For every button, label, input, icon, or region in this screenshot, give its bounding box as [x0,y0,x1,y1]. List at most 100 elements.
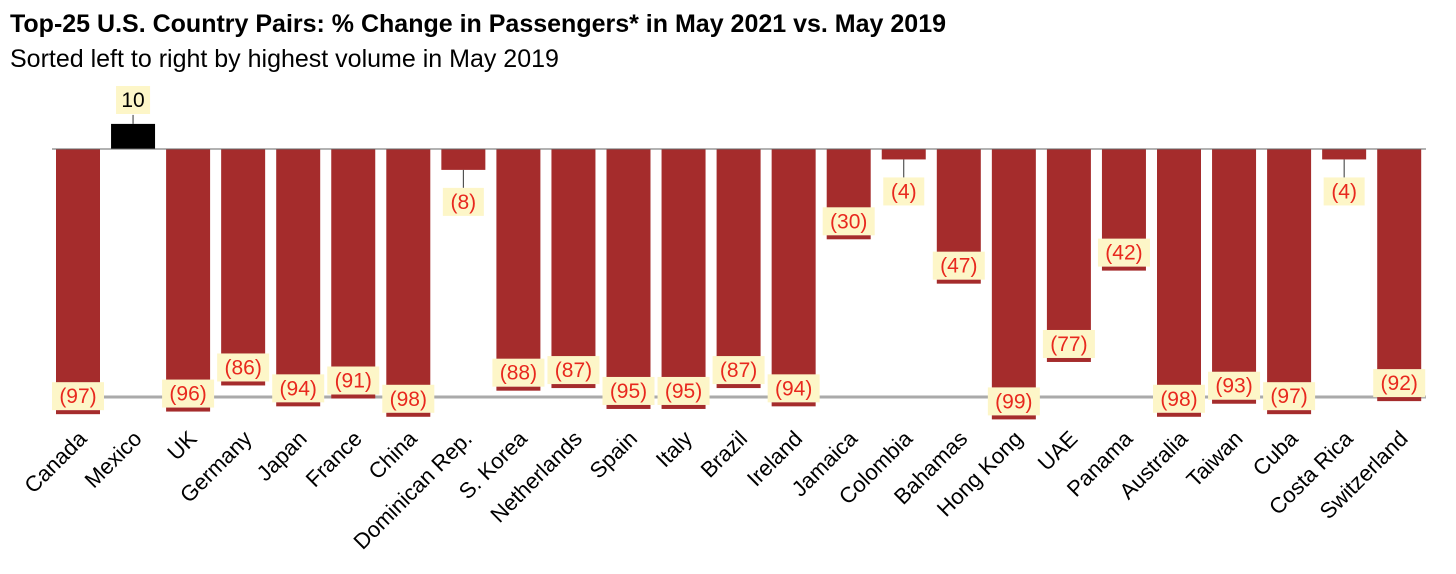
data-label: (30) [830,210,867,233]
data-label: (94) [775,377,812,400]
bar-end-brazil [716,384,761,389]
data-label: (97) [59,385,96,408]
data-label-bg [767,374,820,403]
data-label-bg [1263,382,1316,411]
bar-uk [166,149,211,400]
data-label: (98) [1160,388,1197,411]
bar-end-bahamas [936,279,981,284]
bar-uae [1046,149,1091,350]
bar-end-panama [1101,266,1146,271]
data-label-bg [1323,177,1365,206]
data-label-bg [1042,329,1095,358]
bar-hong-kong [991,149,1036,408]
data-label-bg [657,376,710,405]
category-label: Taiwan [1181,426,1247,492]
data-label: (87) [555,359,592,382]
data-label-bg [52,382,104,411]
data-label: (87) [720,359,757,382]
bar-end-netherlands [551,384,596,389]
data-label: (42) [1105,242,1142,265]
bar-brazil [716,149,761,377]
bar-netherlands [551,149,596,377]
bar-germany [221,149,266,374]
data-label-bg [1097,238,1150,267]
bar-end-uk [166,407,211,412]
bar-end-hong-kong [991,415,1036,420]
data-label: (88) [500,362,537,385]
data-label: (96) [169,383,206,406]
bar-end-italy [661,404,706,409]
bar-canada [56,149,100,403]
bar-s-korea [496,149,541,379]
category-label: UK [162,426,202,466]
bar-costa-rica [1322,149,1367,160]
category-label: UAE [1033,426,1083,476]
bar-taiwan [1212,149,1257,392]
data-label: 10 [121,89,144,112]
bar-switzerland [1377,149,1422,390]
data-label: (93) [1215,375,1252,398]
data-label: (86) [224,356,261,379]
bar-end-japan [276,402,321,407]
data-label: (91) [335,370,372,393]
data-label: (8) [451,191,477,214]
data-label: (98) [390,388,427,411]
bar-end-s-korea [496,386,541,391]
bar-end-taiwan [1212,399,1257,404]
data-label: (95) [665,380,702,403]
data-label: (77) [1050,333,1087,356]
category-label: France [301,426,367,492]
bar-end-germany [221,381,266,386]
data-label: (95) [610,380,647,403]
bar-end-jamaica [826,235,871,240]
data-label-bg [712,356,765,385]
category-label: Italy [651,426,697,472]
data-label: (4) [891,180,917,203]
data-label-bg [932,251,985,280]
data-label: (4) [1331,180,1357,203]
bar-japan [276,149,321,395]
chart-subtitle: Sorted left to right by highest volume i… [10,45,559,73]
bar-end-ireland [771,402,816,407]
data-label-bg [327,366,380,395]
bar-italy [661,149,706,397]
category-label: Canada [19,425,92,498]
data-label-bg [272,374,325,403]
bar-colombia [881,149,926,160]
data-label-bg [883,177,925,206]
category-label: Spain [585,426,642,483]
bar-end-spain [606,404,651,409]
bar-end-switzerland [1377,397,1422,402]
data-label: (92) [1381,372,1418,395]
bar-australia [1157,149,1201,405]
bar-end-canada [56,410,100,415]
data-label: (94) [280,377,317,400]
data-label-bg [492,358,545,387]
data-label-bg [1153,384,1205,413]
bar-end-australia [1157,412,1201,417]
data-label: (99) [995,390,1032,413]
data-label-bg [987,387,1040,416]
bar-mexico [111,123,156,149]
bar-china [386,149,431,405]
data-label-bg [1373,369,1426,398]
data-label-bg [116,86,151,114]
bar-end-france [331,394,376,399]
data-label-bg [1208,371,1261,400]
category-label: Mexico [80,426,147,493]
chart-title: Top-25 U.S. Country Pairs: % Change in P… [10,10,946,38]
bar-dominican-rep [441,149,486,170]
data-label-bg [602,376,655,405]
data-label: (47) [940,255,977,278]
bar-ireland [771,149,816,395]
bar-france [331,149,376,387]
data-label: (97) [1270,385,1307,408]
bar-end-cuba [1267,410,1312,415]
data-label-bg [547,356,600,385]
data-label-bg [162,379,215,408]
bar-bahamas [936,149,981,272]
data-label-bg [442,187,484,216]
data-label-bg [217,353,270,382]
bar-end-uae [1046,357,1091,362]
